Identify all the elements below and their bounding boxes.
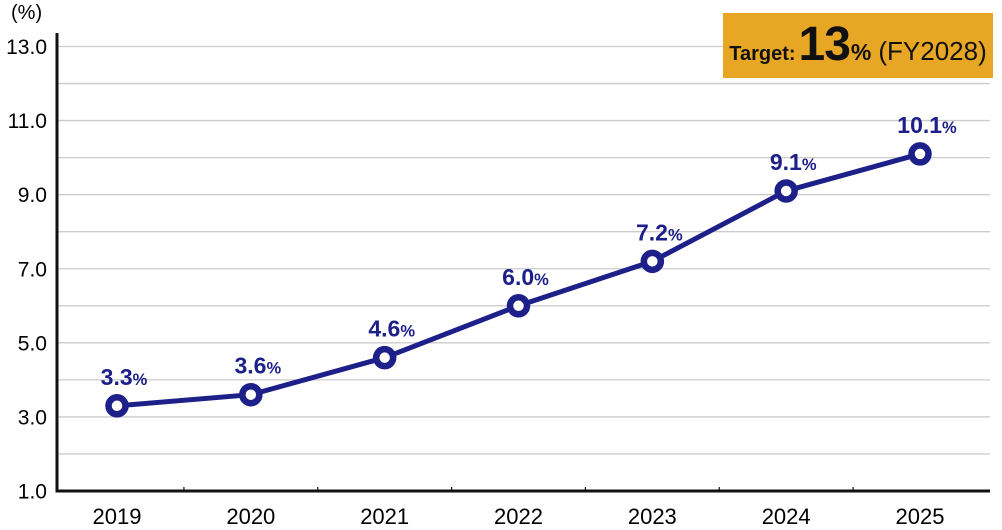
x-tick-label: 2023 — [628, 504, 677, 529]
x-tick-label: 2019 — [93, 504, 142, 529]
x-tick-label: 2022 — [494, 504, 543, 529]
point-label: 3.3% — [101, 364, 148, 390]
y-tick-label: 3.0 — [18, 406, 47, 429]
point-label: 4.6% — [368, 316, 415, 342]
data-point — [372, 345, 397, 370]
data-point — [908, 142, 932, 166]
point-label: 7.2% — [636, 219, 683, 245]
y-tick-label: 5.0 — [18, 332, 47, 355]
target-badge: Target:13% (FY2028) — [723, 13, 993, 78]
target-badge-unit: % — [850, 39, 872, 65]
y-tick-label: 7.0 — [18, 258, 47, 281]
x-tick-label: 2024 — [762, 504, 811, 529]
point-label: 10.1% — [897, 112, 957, 138]
data-point — [774, 179, 798, 203]
x-tick-label: 2020 — [226, 504, 275, 529]
y-tick-label: 11.0 — [8, 110, 47, 133]
target-badge-fiscal-year: (FY2028) — [878, 36, 987, 66]
data-point — [105, 394, 129, 418]
y-tick-label: 1.0 — [18, 481, 47, 504]
target-badge-prefix: Target: — [729, 43, 796, 65]
data-point — [239, 382, 263, 407]
data-point — [506, 294, 531, 318]
y-axis-unit-label: (%) — [11, 2, 43, 24]
data-point — [640, 249, 665, 274]
y-tick-label: 9.0 — [18, 184, 47, 207]
point-label: 3.6% — [235, 353, 282, 379]
point-label: 9.1% — [770, 149, 817, 175]
target-badge-value: 13 — [798, 18, 851, 71]
x-tick-label: 2021 — [360, 504, 409, 529]
point-label: 6.0% — [502, 264, 549, 290]
x-tick-label: 2025 — [896, 504, 945, 529]
y-tick-label: 13.0 — [6, 36, 47, 59]
